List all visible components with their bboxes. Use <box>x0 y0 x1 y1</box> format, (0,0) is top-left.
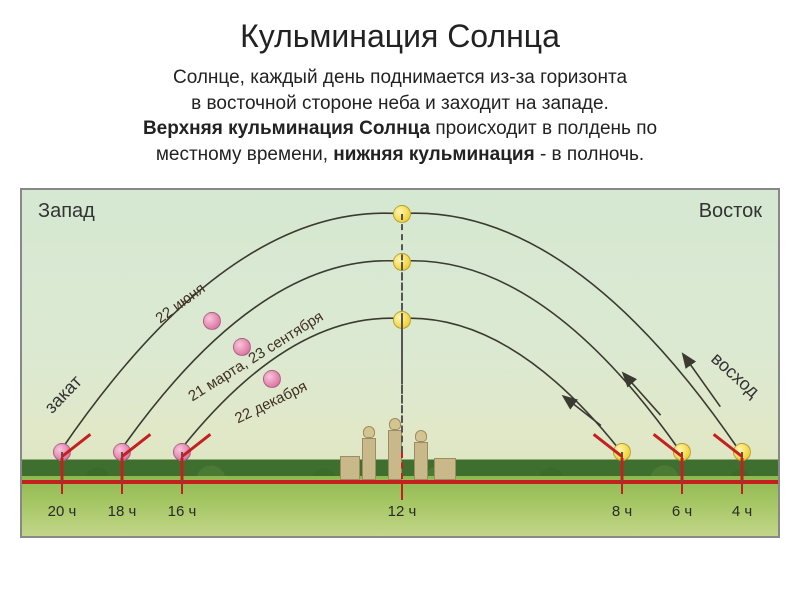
time-tick <box>181 480 183 494</box>
village-silhouette <box>340 420 460 480</box>
east-label: Восток <box>699 200 762 223</box>
time-label: 18 ч <box>108 503 137 520</box>
riser-vert <box>61 458 64 480</box>
noon-dash-december <box>401 320 403 452</box>
noon-dash-ground <box>401 452 403 500</box>
subtitle-line4-after: - в полночь. <box>540 144 644 165</box>
time-label: 12 ч <box>388 503 417 520</box>
subtitle-block: Солнце, каждый день поднимается из-за го… <box>0 65 800 180</box>
time-tick <box>121 480 123 494</box>
west-label: Запад <box>38 200 95 223</box>
time-tick <box>621 480 623 494</box>
sun-descending-june <box>203 312 221 330</box>
time-label: 20 ч <box>48 503 77 520</box>
subtitle-line3-bold: Верхняя кульминация Солнца <box>143 118 430 139</box>
time-label: 6 ч <box>672 503 692 520</box>
sun-descending-equinox <box>233 338 251 356</box>
time-tick <box>741 480 743 494</box>
time-label: 4 ч <box>732 503 752 520</box>
time-tick <box>681 480 683 494</box>
time-label: 8 ч <box>612 503 632 520</box>
subtitle-line4-bold: нижняя кульминация <box>333 144 534 165</box>
sun-culmination-diagram: Запад Восток закат восход 22 июня21 март… <box>20 188 780 538</box>
subtitle-line2: в восточной стороне неба и заходит на за… <box>191 93 609 114</box>
subtitle-line4-before: местному времени, <box>156 144 333 165</box>
riser-vert <box>681 458 684 480</box>
time-tick <box>61 480 63 494</box>
horizon-line <box>22 480 778 484</box>
sun-descending-december <box>263 370 281 388</box>
subtitle-line1: Солнце, каждый день поднимается из-за го… <box>173 67 627 88</box>
page-title: Кульминация Солнца <box>0 0 800 65</box>
riser-vert <box>741 458 744 480</box>
riser-vert <box>121 458 124 480</box>
riser-vert <box>181 458 184 480</box>
subtitle-line3-after: происходит в полдень по <box>435 118 657 139</box>
time-label: 16 ч <box>168 503 197 520</box>
riser-vert <box>621 458 624 480</box>
